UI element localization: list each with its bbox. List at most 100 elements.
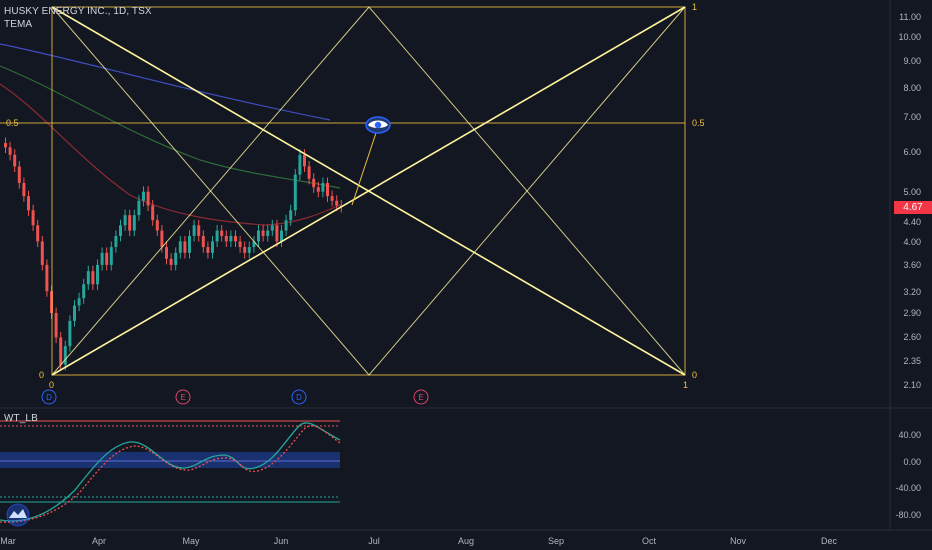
gann-left-level-zero: 0 — [39, 370, 44, 380]
candle-body — [243, 247, 247, 253]
candle-body — [280, 230, 283, 242]
wt-area-fill — [0, 452, 340, 468]
candle-body — [229, 235, 233, 242]
price-tick: 2.10 — [903, 380, 921, 390]
gann-bottom-left-label: 0 — [49, 380, 54, 390]
candle-body — [270, 225, 274, 231]
osc-tick: -40.00 — [895, 483, 921, 493]
candle-body — [174, 252, 178, 265]
candle-body — [142, 191, 145, 201]
symbol-title[interactable]: HUSKY ENERGY INC., 1D, TSX — [4, 6, 152, 17]
indicator-wt-label[interactable]: WT_LB — [4, 413, 38, 424]
candle-body — [128, 215, 132, 231]
candle-body — [105, 252, 109, 265]
candle-body — [316, 187, 320, 192]
candle-body — [63, 346, 67, 365]
candle-body — [8, 147, 12, 155]
candle-body — [275, 225, 279, 242]
oscillator-panel[interactable] — [0, 420, 341, 523]
time-tick: Jun — [274, 536, 289, 546]
gann-diamond-left — [51, 6, 686, 376]
oscillator-axis[interactable]: 40.00 0.00 -40.00 -80.00 — [895, 430, 921, 520]
candle-body — [27, 196, 30, 211]
candle-body — [220, 230, 224, 236]
time-tick: Sep — [548, 536, 564, 546]
candle-body — [234, 235, 237, 242]
candle-body — [73, 305, 76, 321]
price-tick: 5.00 — [903, 187, 921, 197]
price-tick: 7.00 — [903, 112, 921, 122]
indicator-tema-label[interactable]: TEMA — [4, 19, 33, 30]
time-tick: Dec — [821, 536, 838, 546]
candle-body — [178, 241, 182, 253]
candle-body — [192, 225, 196, 236]
gann-box[interactable] — [0, 6, 686, 376]
candle-body — [96, 264, 99, 285]
candle-body — [188, 235, 191, 253]
price-tick: 9.00 — [903, 56, 921, 66]
tradingview-logo-icon[interactable] — [6, 503, 30, 527]
wt2-line — [0, 425, 341, 523]
event-marker-earnings-2[interactable]: E — [413, 389, 429, 405]
candle-body — [155, 220, 159, 231]
candle-body — [82, 284, 86, 299]
candle-body — [109, 247, 113, 265]
candle-body — [4, 142, 7, 148]
candle-body — [151, 205, 155, 221]
candle-body — [17, 166, 21, 183]
candle-body — [257, 230, 260, 242]
candle-body — [247, 247, 251, 253]
time-tick: May — [182, 536, 200, 546]
time-tick: Mar — [0, 536, 16, 546]
price-tick: 2.35 — [903, 356, 921, 366]
candle-body — [54, 313, 58, 338]
price-tick: 8.00 — [903, 83, 921, 93]
candle-body — [137, 200, 141, 216]
candle-body — [169, 258, 173, 265]
candle-body — [68, 320, 72, 347]
candle-body — [86, 271, 90, 285]
time-tick: Aug — [458, 536, 474, 546]
candle-body — [197, 225, 201, 236]
candle-body — [146, 191, 150, 206]
candle-body — [211, 241, 214, 253]
osc-tick: 0.00 — [903, 457, 921, 467]
candle-body — [119, 225, 122, 236]
candle-body — [284, 220, 288, 231]
event-marker-dividend-2[interactable]: D — [291, 389, 307, 405]
candle-body — [77, 298, 81, 306]
time-tick: Nov — [730, 536, 747, 546]
price-tick: 3.20 — [903, 287, 921, 297]
price-tick: 10.00 — [898, 32, 921, 42]
candle-body — [132, 215, 136, 231]
price-tick: 2.60 — [903, 332, 921, 342]
time-tick: Apr — [92, 536, 106, 546]
gann-bottom-right-label: 1 — [683, 380, 688, 390]
candle-body — [298, 154, 302, 175]
candle-body — [22, 182, 26, 197]
candle-body — [45, 264, 49, 292]
eye-icon[interactable] — [364, 115, 392, 135]
gann-right-level-one: 1 — [692, 2, 697, 12]
candle-body — [261, 230, 265, 236]
candle-body — [91, 271, 95, 285]
event-marker-dividend-1[interactable]: D — [41, 389, 57, 405]
candle-body — [160, 230, 164, 248]
candle-body — [123, 215, 127, 226]
time-axis[interactable]: Mar Apr May Jun Jul Aug Sep Oct Nov Dec — [0, 536, 837, 546]
candle-body — [59, 337, 63, 365]
candle-body — [201, 235, 205, 248]
price-tick: 4.40 — [903, 217, 921, 227]
candlestick-series — [4, 137, 343, 371]
osc-tick: 40.00 — [898, 430, 921, 440]
osc-tick: -80.00 — [895, 510, 921, 520]
candle-body — [307, 166, 311, 179]
event-marker-earnings-1[interactable]: E — [175, 389, 191, 405]
price-tick: 4.00 — [903, 237, 921, 247]
gann-diagonal-down — [51, 6, 686, 376]
current-price-tag: 4.67 — [894, 201, 932, 214]
price-axis[interactable]: 11.00 10.00 9.00 8.00 7.00 6.00 5.00 4.4… — [898, 12, 921, 390]
wt1-line — [0, 422, 341, 522]
ma-red-line — [0, 83, 341, 226]
